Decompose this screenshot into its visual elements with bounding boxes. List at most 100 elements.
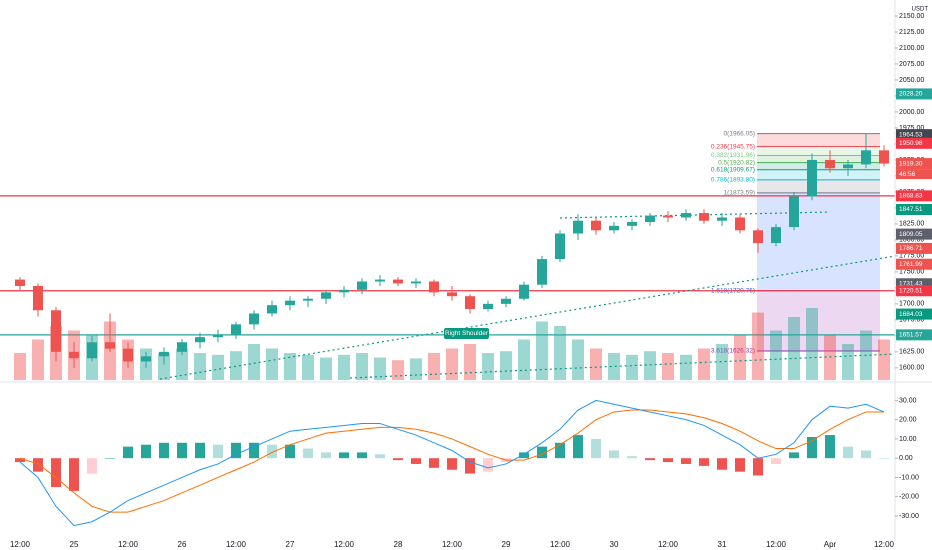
price-badge-label: 1786.71 xyxy=(899,245,923,252)
price-badge-label: 1651.57 xyxy=(899,332,923,339)
candle-body xyxy=(717,217,727,221)
x-tick-label: 12:00 xyxy=(550,540,571,549)
candle-body xyxy=(537,259,547,285)
candle-body xyxy=(105,342,115,349)
candle-body xyxy=(357,281,367,290)
x-tick-label: 25 xyxy=(70,540,79,549)
price-badge-label: 2028.20 xyxy=(899,91,923,98)
candle-body xyxy=(141,356,151,362)
histogram-bar xyxy=(177,442,187,459)
fib-band xyxy=(757,155,880,163)
histogram-bar xyxy=(33,458,43,472)
x-tick-label: 26 xyxy=(178,540,187,549)
price-badge xyxy=(896,190,932,202)
histogram-bar xyxy=(483,458,493,472)
histogram-bar xyxy=(645,458,655,461)
price-badge xyxy=(896,228,932,240)
fib-label: 0.618(1909.67) xyxy=(711,166,755,173)
histogram-bar xyxy=(465,458,475,474)
volume-bar xyxy=(266,348,278,380)
candle-body xyxy=(573,220,583,234)
candle-body xyxy=(87,342,97,359)
histogram-bar xyxy=(357,452,367,459)
fib-label: 3.618(1626.32) xyxy=(711,348,755,355)
histogram-bar xyxy=(807,437,817,459)
price-badge xyxy=(896,329,932,341)
price-badge-label: 1868.83 xyxy=(899,193,923,200)
candle-body xyxy=(123,348,133,362)
candle-body xyxy=(51,310,61,352)
candle-body xyxy=(411,281,421,284)
volume-bar xyxy=(248,344,260,380)
volume-bar xyxy=(626,354,638,380)
candle-body xyxy=(393,279,403,284)
histogram-bar xyxy=(681,458,691,464)
candle-body xyxy=(303,298,313,301)
price-badge-label: 1964.53 xyxy=(899,131,923,138)
x-tick-label: 12:00 xyxy=(226,540,247,549)
candle-body xyxy=(879,150,889,164)
price-badge xyxy=(896,242,932,254)
annotation-box xyxy=(444,328,489,339)
candle-body xyxy=(609,225,619,231)
candle-body xyxy=(519,284,529,299)
volume-bar xyxy=(302,354,314,380)
candle-body xyxy=(375,279,385,282)
trend-line xyxy=(159,255,896,380)
price-badge xyxy=(896,278,932,290)
candle-body xyxy=(33,285,43,311)
signal-line xyxy=(19,409,884,513)
price-badge xyxy=(896,204,932,216)
histogram-bar xyxy=(411,458,421,464)
candle-body xyxy=(447,292,457,297)
volume-bar xyxy=(752,312,764,380)
fib-label: 0(1966.05) xyxy=(724,130,755,137)
price-badge xyxy=(896,129,932,141)
histogram-bar xyxy=(699,458,709,466)
fib-band xyxy=(757,146,880,156)
y-tick-label: 30.00 xyxy=(899,397,917,404)
volume-bar xyxy=(464,344,476,380)
volume-bar xyxy=(410,358,422,380)
volume-bar xyxy=(212,354,224,380)
candle-body xyxy=(69,351,79,359)
volume-bar xyxy=(788,317,800,380)
candle-body xyxy=(843,164,853,169)
candle-body xyxy=(591,220,601,231)
price-badge-label: 1720.51 xyxy=(899,287,923,294)
fib-label: 0.382(1931.96) xyxy=(711,152,755,159)
fib-band xyxy=(757,169,880,180)
histogram-bar xyxy=(321,452,331,459)
histogram-bar xyxy=(285,444,295,459)
fib-label: 0.236(1945.75) xyxy=(711,143,755,150)
y-tick-label: -30.00 xyxy=(899,513,919,520)
candle-body xyxy=(753,230,763,244)
y-tick-label: 0.00 xyxy=(899,455,913,462)
candle-body xyxy=(429,281,439,293)
histogram-bar xyxy=(843,446,853,459)
volume-bar xyxy=(662,353,674,380)
candle-body xyxy=(483,303,493,309)
volume-bar xyxy=(14,353,26,380)
x-tick-label: 30 xyxy=(610,540,619,549)
histogram-bar xyxy=(213,444,223,459)
y-tick-label: 1625.00 xyxy=(899,349,924,356)
x-tick-label: 31 xyxy=(718,540,727,549)
candle-body xyxy=(699,213,709,221)
y-tick-label: 1825.00 xyxy=(899,221,924,228)
price-badge xyxy=(896,158,932,170)
price-badge-label: 1731.43 xyxy=(899,280,923,287)
candle-body xyxy=(501,298,511,304)
candle-body xyxy=(285,300,295,306)
histogram-bar xyxy=(771,458,781,464)
volume-bar xyxy=(734,335,746,380)
histogram-bar xyxy=(537,446,547,459)
histogram-bar xyxy=(303,448,313,459)
histogram-bar xyxy=(123,446,133,459)
y-tick-label: 10.00 xyxy=(899,436,917,443)
volume-bar xyxy=(842,344,854,380)
histogram-bar xyxy=(519,452,529,459)
volume-bar xyxy=(716,344,728,380)
x-tick-label: 12:00 xyxy=(10,540,31,549)
